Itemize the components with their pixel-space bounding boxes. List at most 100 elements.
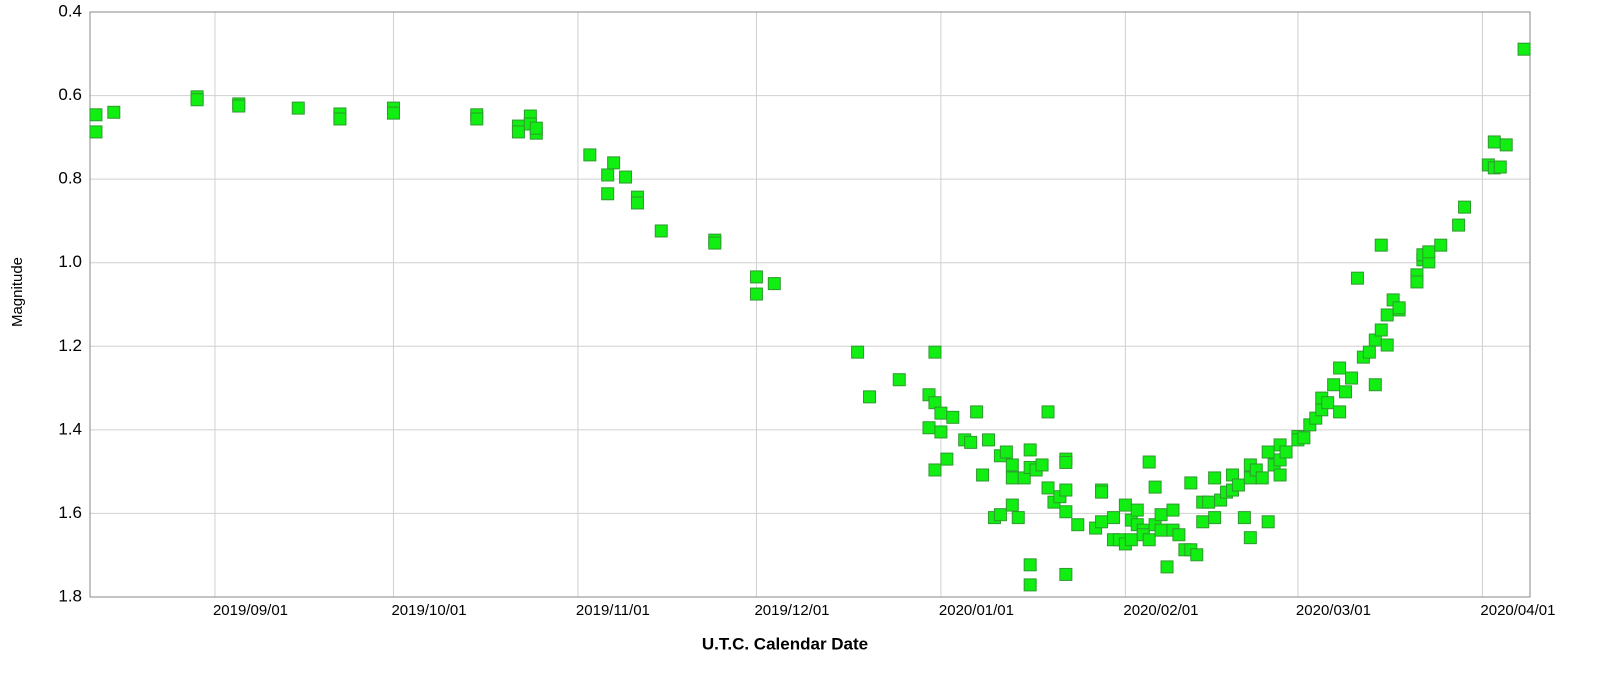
data-point	[892, 373, 906, 387]
data-point	[1362, 345, 1376, 359]
data-point	[1255, 471, 1269, 485]
data-point	[1261, 515, 1275, 529]
data-point	[1184, 476, 1198, 490]
data-point	[934, 406, 948, 420]
data-point	[107, 105, 121, 119]
data-point	[511, 125, 525, 139]
x-axis-title: U.T.C. Calendar Date	[702, 634, 868, 653]
data-point	[851, 345, 865, 359]
data-point	[1059, 505, 1073, 519]
data-point	[708, 236, 722, 250]
data-point	[1297, 431, 1311, 445]
data-point	[749, 270, 763, 284]
data-point	[1148, 480, 1162, 494]
data-point	[1005, 471, 1019, 485]
data-point	[1452, 218, 1466, 232]
data-point	[529, 121, 543, 135]
data-point	[1124, 533, 1138, 547]
data-point	[1106, 511, 1120, 525]
data-point	[1333, 361, 1347, 375]
data-point	[607, 156, 621, 170]
data-point	[1011, 511, 1025, 525]
data-point	[1368, 378, 1382, 392]
data-point	[946, 410, 960, 424]
data-point	[89, 125, 103, 139]
data-point	[601, 168, 615, 182]
data-point	[1208, 511, 1222, 525]
x-tick-label: 2019/10/01	[391, 602, 466, 619]
y-tick-label: 0.6	[58, 85, 82, 104]
y-tick-label: 0.8	[58, 169, 82, 188]
x-tick-label: 2020/02/01	[1123, 602, 1198, 619]
x-tick-label: 2020/01/01	[939, 602, 1014, 619]
data-point	[934, 425, 948, 439]
data-point	[1118, 498, 1132, 512]
data-point	[1374, 238, 1388, 252]
data-point	[1321, 396, 1335, 410]
data-point	[1344, 371, 1358, 385]
x-tick-label: 2020/03/01	[1296, 602, 1371, 619]
data-point	[89, 108, 103, 122]
data-point	[1237, 511, 1251, 525]
y-tick-label: 0.4	[58, 1, 82, 20]
data-point	[619, 170, 633, 184]
data-point	[1458, 200, 1472, 214]
data-point	[993, 508, 1007, 522]
data-point	[1243, 531, 1257, 545]
data-point	[1190, 548, 1204, 562]
data-point	[291, 101, 305, 115]
data-point	[1005, 458, 1019, 472]
y-tick-label: 1.4	[58, 419, 82, 438]
data-point	[232, 99, 246, 113]
data-point	[1493, 160, 1507, 174]
data-point	[970, 405, 984, 419]
data-point	[1095, 515, 1109, 529]
data-point	[1023, 443, 1037, 457]
data-point	[928, 463, 942, 477]
plot-frame	[89, 11, 1531, 598]
data-point	[999, 445, 1013, 459]
data-point	[1231, 478, 1245, 492]
data-point	[1142, 455, 1156, 469]
data-point	[1154, 508, 1168, 522]
data-point	[1130, 503, 1144, 517]
data-point	[863, 390, 877, 404]
x-tick-label: 2019/09/01	[213, 602, 288, 619]
data-point	[928, 345, 942, 359]
data-point	[583, 148, 597, 162]
data-point	[1202, 495, 1216, 509]
data-point	[1059, 567, 1073, 581]
x-tick-label: 2019/12/01	[754, 602, 829, 619]
data-point	[1166, 503, 1180, 517]
y-tick-label: 1.6	[58, 503, 82, 522]
y-axis-title: Magnitude	[9, 257, 26, 327]
data-point	[1005, 498, 1019, 512]
data-point	[190, 93, 204, 107]
data-point	[922, 421, 936, 435]
data-point	[654, 224, 668, 238]
data-point	[630, 196, 644, 210]
data-point	[1023, 558, 1037, 572]
data-point	[1041, 405, 1055, 419]
y-tick-label: 1.2	[58, 336, 82, 355]
data-point	[1023, 578, 1037, 592]
data-point	[1422, 245, 1436, 259]
data-point	[1142, 533, 1156, 547]
data-point	[1380, 308, 1394, 322]
y-tick-label: 1.0	[58, 252, 82, 271]
data-point	[1350, 271, 1364, 285]
x-tick-label: 2019/11/01	[576, 602, 650, 619]
data-point	[1196, 515, 1210, 529]
data-point	[1517, 42, 1531, 56]
data-point	[1339, 385, 1353, 399]
data-point	[1279, 445, 1293, 459]
data-point	[1410, 275, 1424, 289]
data-point	[1273, 468, 1287, 482]
data-point	[964, 435, 978, 449]
data-point	[1095, 485, 1109, 499]
data-point	[470, 112, 484, 126]
data-point	[333, 112, 347, 126]
x-tick-label: 2020/04/01	[1480, 602, 1555, 619]
data-point	[976, 468, 990, 482]
